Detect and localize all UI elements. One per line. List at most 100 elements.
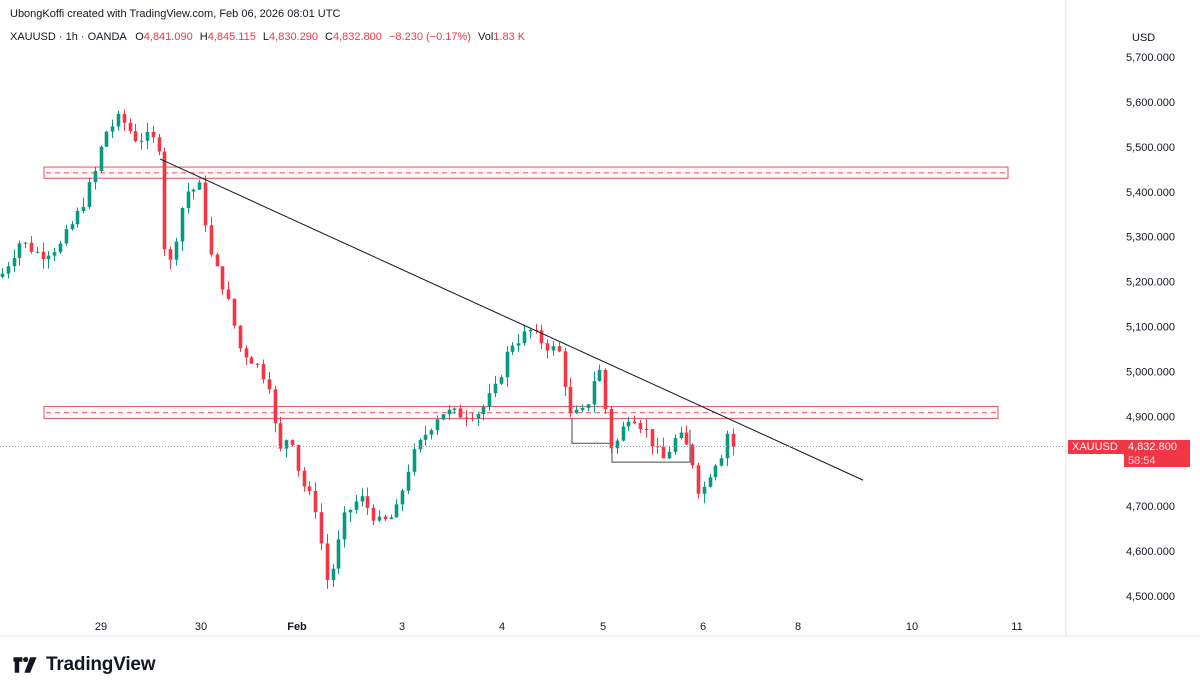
candle-body: [510, 345, 515, 352]
candle-body: [319, 512, 324, 544]
candle-body: [679, 432, 684, 439]
legend-open-key: O: [135, 31, 144, 43]
candle-body: [650, 429, 655, 447]
ohlc-legend: XAUUSD · 1h · OANDA O4,841.090 H4,845.11…: [10, 31, 529, 43]
candle-body: [116, 113, 121, 127]
candle-body: [46, 255, 51, 260]
candle-body: [244, 348, 249, 358]
candle-body: [215, 254, 220, 267]
price-axis[interactable]: 5,700.000 5,600.000 5,500.000 5,400.000 5,30…: [1065, 0, 1175, 636]
candle-body: [360, 496, 365, 502]
candle-body: [168, 249, 173, 260]
candle-body: [0, 273, 5, 278]
legend-vol-value: 1.83 K: [493, 31, 526, 43]
candle-body: [516, 343, 521, 346]
candle-body: [104, 131, 109, 147]
candle-body: [429, 430, 434, 435]
candle-body: [545, 343, 550, 351]
candle-body: [423, 434, 428, 440]
candle-body: [133, 131, 138, 142]
candle-body: [278, 423, 283, 449]
candle-body: [325, 543, 330, 581]
candle-body: [197, 182, 202, 190]
x-tick-label: 29: [95, 621, 107, 633]
x-tick-label: Feb: [287, 621, 307, 633]
candle-body: [267, 379, 272, 390]
y-tick-label: 5,000.000: [1126, 366, 1175, 378]
candle-body: [209, 225, 214, 255]
y-tick-label: 5,700.000: [1126, 52, 1175, 64]
legend-close-value: 4,832.800: [332, 31, 382, 43]
candle-body: [70, 224, 75, 230]
x-tick-label: 6: [700, 621, 706, 633]
candle-body: [377, 516, 382, 521]
legend-symbol[interactable]: XAUUSD · 1h · OANDA: [10, 31, 127, 43]
zones-layer: [43, 166, 1009, 420]
candle-body: [557, 346, 562, 352]
candle-body: [122, 113, 127, 123]
legend-change-value: −8.230 (−0.17%): [388, 31, 471, 43]
range-rectangle[interactable]: [571, 418, 613, 444]
last-price-countdown-tag: 58:54: [1124, 453, 1190, 467]
candle-body: [603, 369, 608, 410]
candle-body: [348, 509, 353, 513]
candle-body: [151, 131, 156, 138]
trendline-layer: [159, 158, 864, 481]
candle-body: [58, 243, 63, 253]
candle-body: [249, 357, 254, 364]
candle-body: [307, 486, 312, 491]
candle-body: [464, 417, 469, 419]
candle-body: [110, 126, 115, 132]
candle-body: [719, 458, 724, 466]
candle-body: [476, 414, 481, 419]
tradingview-logo[interactable]: TradingView: [10, 654, 156, 676]
y-tick-label: 5,400.000: [1126, 187, 1175, 199]
last-price-value-tag: 4,832.800: [1124, 439, 1190, 454]
candle-body: [313, 490, 318, 513]
candle-body: [99, 146, 104, 172]
y-tick-label: 4,600.000: [1126, 546, 1175, 558]
candle-body: [580, 407, 585, 410]
time-axis[interactable]: 29 30 Feb 3 4 5 6 8 10 11: [0, 621, 1200, 637]
candle-body: [568, 386, 573, 414]
descending-trendline[interactable]: [159, 158, 864, 481]
candle-body: [87, 182, 92, 207]
candle-body: [435, 419, 440, 431]
candle-body: [203, 182, 208, 226]
candle-body: [238, 325, 243, 349]
candle-body: [626, 421, 631, 427]
y-tick-label: 5,600.000: [1126, 97, 1175, 109]
legend-low-value: 4,830.290: [269, 31, 318, 43]
lower-support-zone[interactable]: [43, 405, 999, 420]
candle-body: [725, 433, 730, 459]
candle-body: [389, 517, 394, 520]
candle-body: [696, 465, 701, 494]
currency-label[interactable]: USD: [1132, 32, 1156, 44]
candle-body: [528, 330, 533, 332]
candle-body: [220, 266, 225, 290]
x-tick-label: 8: [795, 621, 801, 633]
candles-layer: [0, 109, 736, 589]
legend-high-key: H: [199, 31, 208, 43]
y-tick-label: 5,500.000: [1126, 142, 1175, 154]
candle-body: [592, 381, 597, 405]
candle-body: [12, 257, 17, 267]
candle-body: [609, 409, 614, 449]
candle-body: [180, 207, 185, 242]
candle-body: [499, 377, 504, 384]
attribution-text: UbongKoffi created with TradingView.com,…: [10, 8, 341, 20]
candle-body: [394, 504, 399, 518]
candle-body: [296, 444, 301, 471]
candle-body: [162, 151, 167, 250]
y-tick-label: 4,500.000: [1126, 591, 1175, 603]
last-price-symbol-tag: XAUUSD: [1068, 439, 1124, 454]
legend-vol-key: Vol: [478, 31, 494, 43]
candle-body: [673, 438, 678, 452]
y-tick-label: 5,200.000: [1126, 277, 1175, 289]
candle-body: [128, 122, 133, 132]
candle-body: [290, 440, 295, 445]
candle-body: [551, 346, 556, 351]
candle-body: [41, 251, 46, 260]
x-tick-label: 4: [499, 621, 505, 633]
